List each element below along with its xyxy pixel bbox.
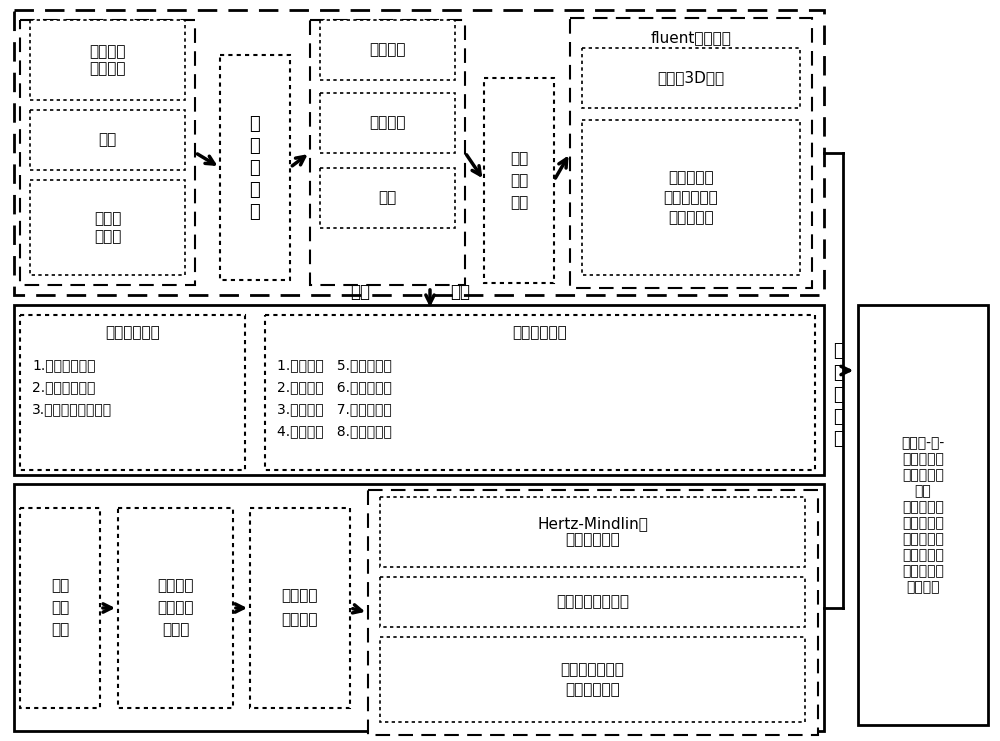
Text: 及出口含水率: 及出口含水率 bbox=[565, 682, 620, 697]
Text: 模型: 模型 bbox=[510, 195, 528, 210]
Text: 1.热风温度   5.排潮风温度: 1.热风温度 5.排潮风温度 bbox=[277, 358, 392, 372]
Bar bbox=[368, 490, 818, 735]
Text: 质、计算模型: 质、计算模型 bbox=[664, 190, 718, 205]
Text: 移除尖刺: 移除尖刺 bbox=[369, 116, 406, 130]
Text: 定义烟丝物理属性: 定义烟丝物理属性 bbox=[556, 594, 629, 610]
Text: 固: 固 bbox=[833, 386, 843, 404]
Text: 结构与受: 结构与受 bbox=[157, 600, 194, 616]
Text: 三维空间
感知技术: 三维空间 感知技术 bbox=[89, 44, 126, 76]
Text: 提取流-热-: 提取流-热- bbox=[901, 436, 945, 450]
Bar bbox=[20, 315, 245, 470]
Bar bbox=[310, 20, 465, 285]
Text: 模: 模 bbox=[250, 115, 260, 133]
Text: 和边界条件: 和边界条件 bbox=[668, 210, 714, 225]
Text: 烟丝: 烟丝 bbox=[51, 600, 69, 616]
Text: Hertz-Mindlin无: Hertz-Mindlin无 bbox=[537, 516, 648, 531]
Text: 2.不同数量抄板: 2.不同数量抄板 bbox=[32, 380, 95, 394]
Text: 流: 流 bbox=[833, 342, 843, 360]
Text: 实际: 实际 bbox=[51, 579, 69, 594]
Bar bbox=[380, 637, 805, 722]
Text: 固耦合分析: 固耦合分析 bbox=[902, 452, 944, 466]
Bar bbox=[320, 168, 455, 228]
Text: 滚筒原
始模型: 滚筒原 始模型 bbox=[94, 211, 121, 244]
Text: 平滑: 平滑 bbox=[378, 190, 397, 205]
Text: 度和水分之: 度和水分之 bbox=[902, 564, 944, 578]
Bar bbox=[320, 93, 455, 153]
Text: 3.不同倾斜角度滚筒: 3.不同倾斜角度滚筒 bbox=[32, 402, 112, 416]
Text: 柔性纤维: 柔性纤维 bbox=[157, 579, 194, 594]
Bar bbox=[14, 484, 824, 731]
Text: 中的有限元: 中的有限元 bbox=[902, 468, 944, 482]
Bar bbox=[484, 78, 554, 283]
Text: 3.筒壁温度   7.后室风速度: 3.筒壁温度 7.后室风速度 bbox=[277, 402, 392, 416]
Text: 分析: 分析 bbox=[450, 283, 470, 301]
Bar bbox=[30, 110, 185, 170]
Text: 4.滚筒转速   8.出料口温度: 4.滚筒转速 8.出料口温度 bbox=[277, 424, 392, 438]
Text: 网格化3D模型: 网格化3D模型 bbox=[657, 70, 725, 85]
Text: 烟丝模型: 烟丝模型 bbox=[282, 613, 318, 628]
Text: 耦: 耦 bbox=[833, 408, 843, 426]
Text: 点云: 点云 bbox=[98, 133, 117, 147]
Text: 力分析: 力分析 bbox=[162, 622, 189, 637]
Text: 孔洞填充: 孔洞填充 bbox=[369, 42, 406, 58]
Text: 模型: 模型 bbox=[51, 622, 69, 637]
Text: 体: 体 bbox=[250, 181, 260, 199]
Bar bbox=[250, 508, 350, 708]
Bar bbox=[858, 305, 988, 725]
Text: 合: 合 bbox=[833, 430, 843, 448]
Text: 构建柔性: 构建柔性 bbox=[282, 588, 318, 603]
Text: 况下工艺参: 况下工艺参 bbox=[902, 516, 944, 530]
Text: 间的关系: 间的关系 bbox=[906, 580, 940, 594]
Bar bbox=[320, 20, 455, 80]
Text: 定义材料性: 定义材料性 bbox=[668, 170, 714, 185]
Bar bbox=[14, 10, 824, 295]
Bar bbox=[30, 20, 185, 100]
Text: 2.热风速度   6.排潮风速度: 2.热风速度 6.排潮风速度 bbox=[277, 380, 392, 394]
Text: 对比: 对比 bbox=[350, 283, 370, 301]
Bar bbox=[582, 120, 800, 275]
Text: 结果: 结果 bbox=[915, 484, 931, 498]
Bar bbox=[20, 508, 100, 708]
Text: 最终: 最终 bbox=[510, 151, 528, 166]
Text: 不同工艺参数: 不同工艺参数 bbox=[513, 325, 567, 341]
Bar bbox=[30, 180, 185, 275]
Bar bbox=[14, 305, 824, 475]
Text: 数与烟丝温: 数与烟丝温 bbox=[902, 548, 944, 562]
Text: 滚筒: 滚筒 bbox=[510, 173, 528, 188]
Text: 数及结构参: 数及结构参 bbox=[902, 532, 944, 546]
Text: 滑移接触模型: 滑移接触模型 bbox=[565, 533, 620, 548]
Bar bbox=[582, 48, 800, 108]
Bar bbox=[265, 315, 815, 470]
Bar bbox=[20, 20, 195, 285]
Bar bbox=[380, 577, 805, 627]
Text: 化: 化 bbox=[250, 202, 260, 221]
Bar bbox=[118, 508, 233, 708]
Bar bbox=[220, 55, 290, 280]
Bar bbox=[380, 497, 805, 567]
Text: fluent流场仿真: fluent流场仿真 bbox=[651, 30, 731, 45]
Text: 型: 型 bbox=[250, 136, 260, 155]
Text: 分析不同工: 分析不同工 bbox=[902, 500, 944, 514]
Text: 实: 实 bbox=[250, 159, 260, 176]
Text: 1.不同夹角抄板: 1.不同夹角抄板 bbox=[32, 358, 96, 372]
Text: 不同结构参数: 不同结构参数 bbox=[105, 325, 160, 341]
Bar bbox=[570, 18, 812, 288]
Text: 热: 热 bbox=[833, 364, 843, 382]
Text: 定义初始含水率: 定义初始含水率 bbox=[561, 662, 624, 677]
